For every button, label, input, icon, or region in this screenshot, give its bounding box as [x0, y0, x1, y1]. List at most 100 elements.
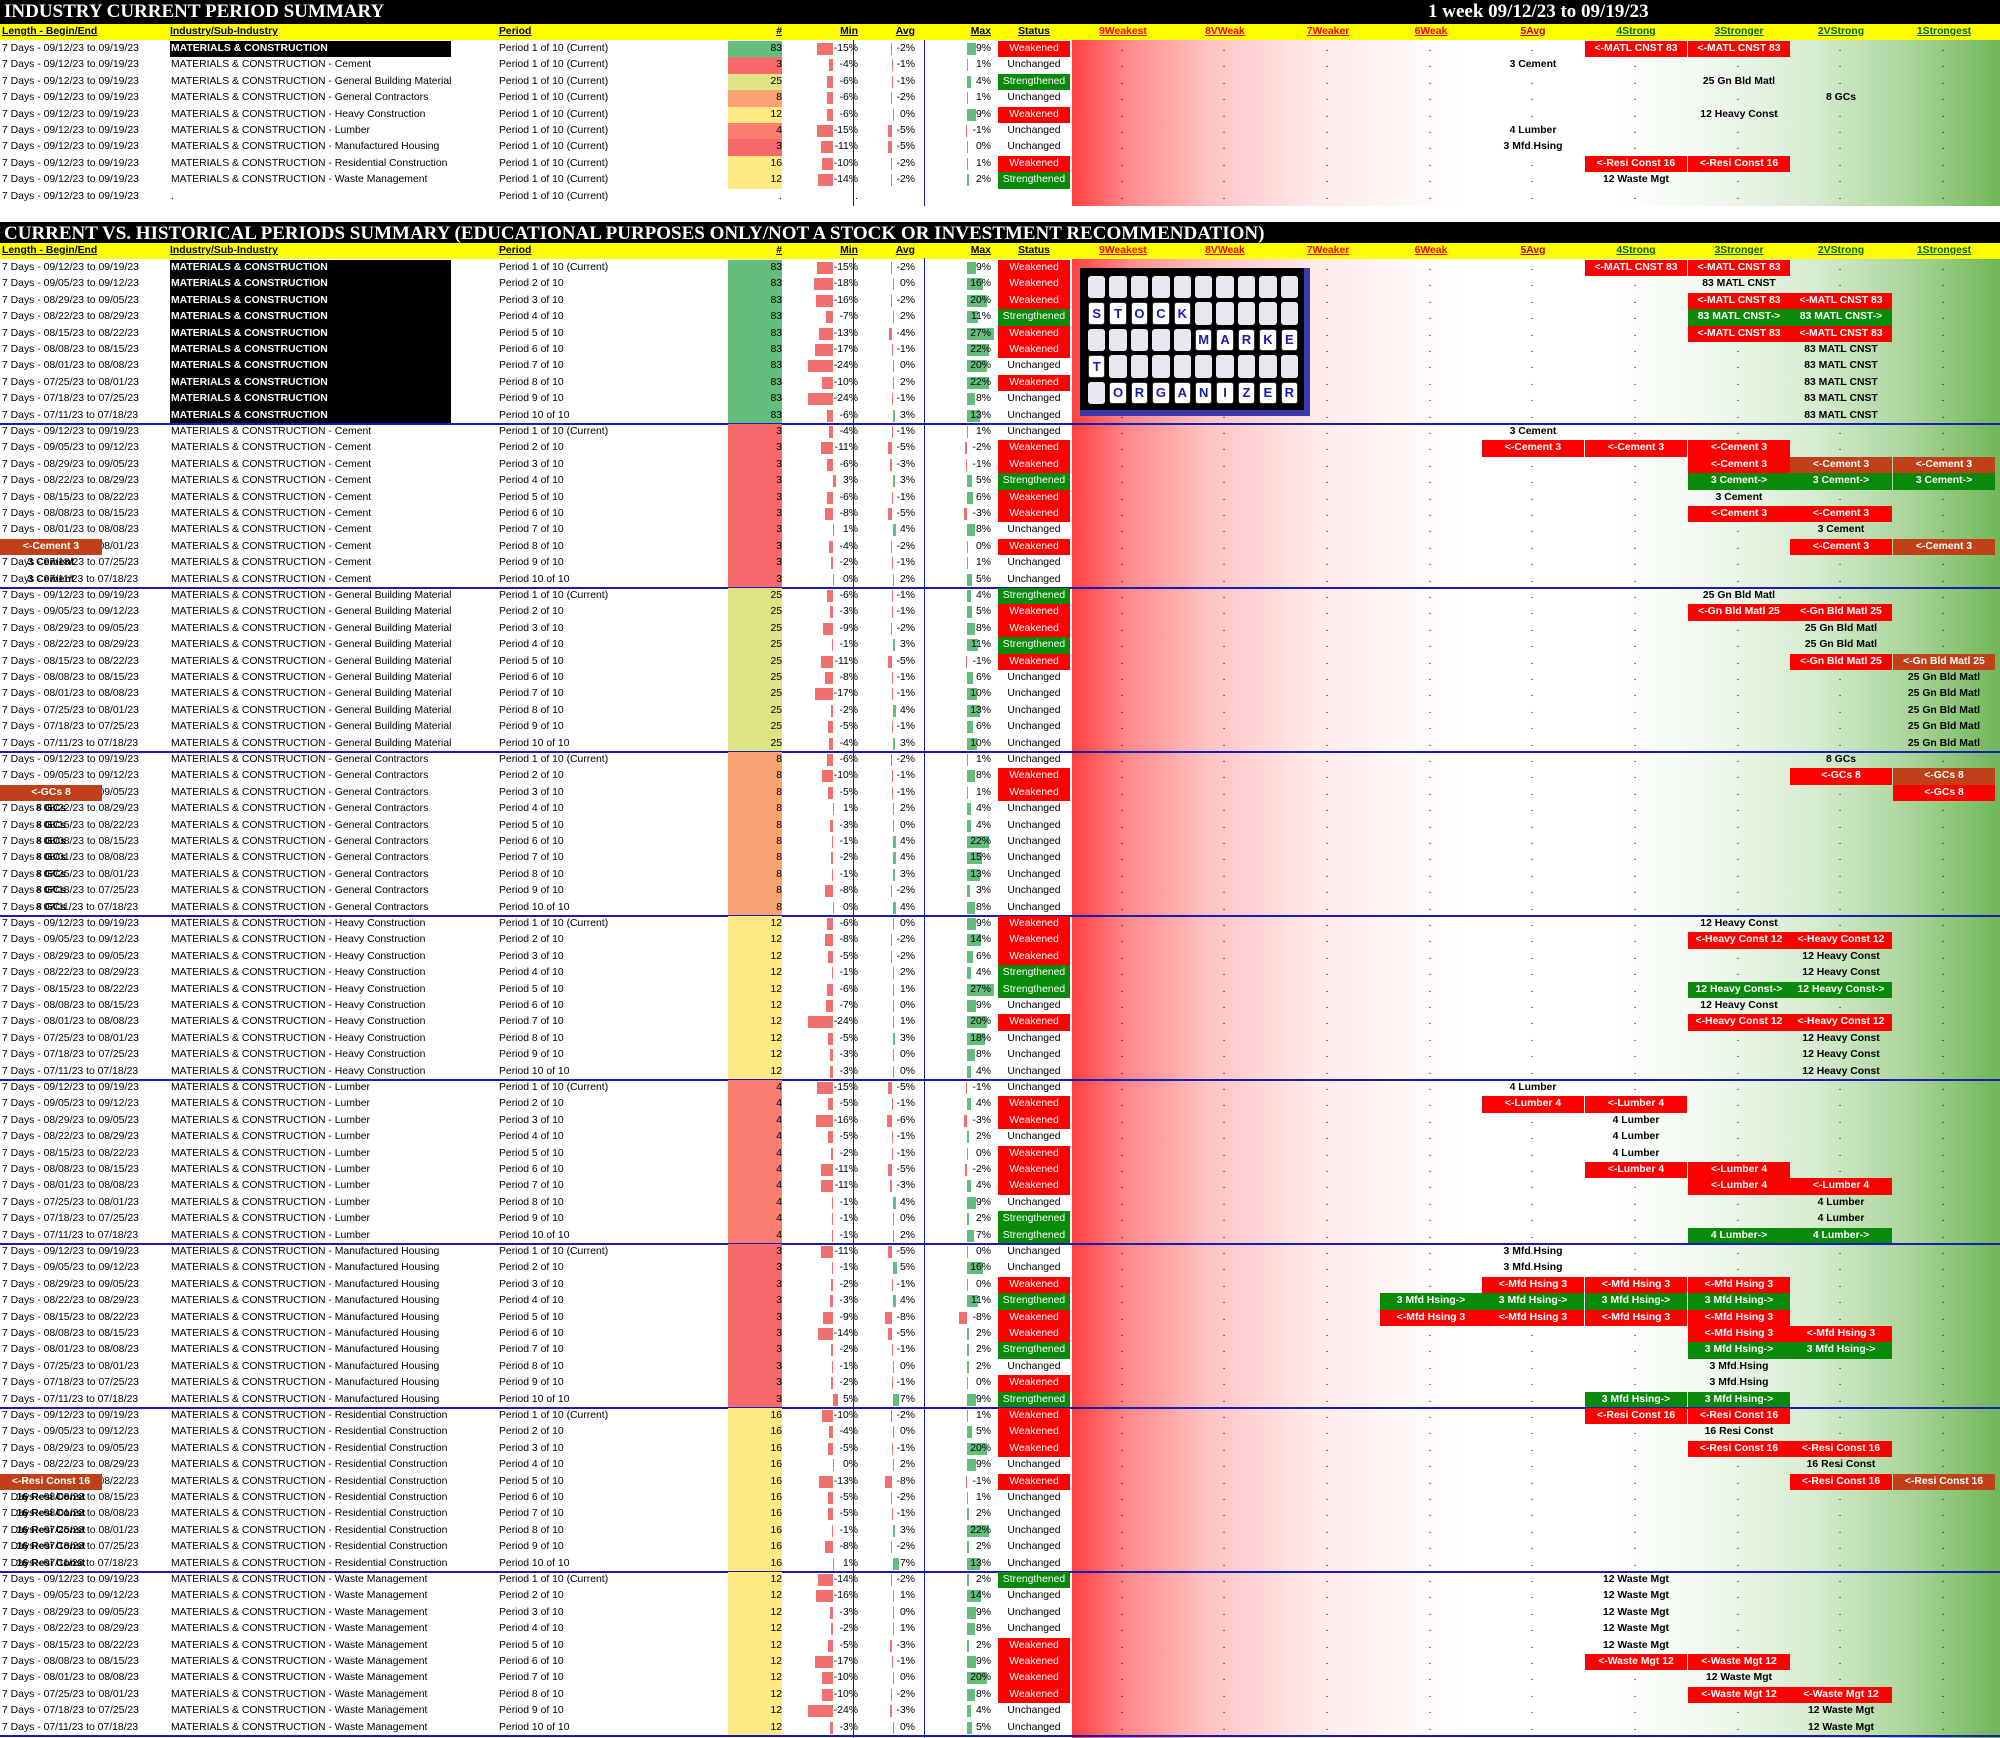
strength-position-label: 16 Resi Const: [16, 1557, 86, 1569]
placeholder-dot: .: [1325, 1164, 1329, 1175]
placeholder-dot: .: [1120, 704, 1124, 716]
period-label: Period 1 of 10 (Current): [499, 75, 609, 87]
column-guide-line: [853, 258, 854, 1738]
avg-bar: [890, 92, 893, 105]
max-bar: [965, 655, 967, 668]
placeholder-dot: .: [1222, 475, 1226, 487]
max-value: 5%: [975, 1721, 991, 1733]
max-value: 11%: [970, 639, 991, 651]
placeholder-dot: .: [1325, 1410, 1329, 1421]
min-value: -8%: [839, 672, 858, 683]
period-length: 7 Days - 08/08/23 to 08/15/23: [2, 344, 139, 355]
min-value: -1%: [839, 639, 858, 651]
avg-value: -1%: [896, 1098, 915, 1110]
period-length: 7 Days - 08/08/23 to 08/15/23: [2, 1656, 139, 1667]
placeholder-dot: .: [1736, 125, 1740, 136]
column-header: 6Weak: [1414, 26, 1448, 37]
logo-tile: [1173, 276, 1191, 299]
avg-value: 3%: [899, 1032, 915, 1044]
status-badge: Strengthened: [998, 1227, 1070, 1244]
placeholder-dot: .: [1633, 918, 1637, 929]
min-value: 0%: [842, 573, 858, 585]
logo-tile: [1088, 328, 1106, 352]
count-cell: 25: [728, 670, 782, 687]
placeholder-dot: .: [1941, 573, 1945, 585]
placeholder-dot: .: [1222, 967, 1226, 979]
placeholder-dot: .: [1736, 852, 1740, 864]
period-label: Period 1 of 10 (Current): [499, 754, 609, 765]
period-label: Period 6 of 10: [499, 1000, 564, 1011]
placeholder-dot: .: [1325, 721, 1329, 733]
avg-value: -5%: [896, 508, 915, 519]
placeholder-dot: .: [1838, 721, 1842, 733]
min-bar: [832, 1557, 834, 1570]
status-badge: Weakened: [998, 276, 1070, 293]
min-value: -11%: [834, 1180, 859, 1192]
period-label: Period 8 of 10: [499, 868, 564, 880]
placeholder-dot: .: [1222, 1656, 1226, 1667]
avg-value: -2%: [896, 294, 915, 306]
placeholder-dot: .: [1222, 1721, 1226, 1733]
period-length: 7 Days - 09/12/23 to 09/19/23: [2, 1082, 139, 1093]
min-bar: [832, 803, 834, 816]
max-value: 8%: [975, 1049, 991, 1061]
avg-bar: [891, 770, 893, 783]
min-bar: [827, 1508, 833, 1521]
placeholder-dot: .: [1633, 1541, 1637, 1553]
strength-position-label: 25 Gn Bld Matl: [1804, 622, 1878, 634]
avg-value: -5%: [896, 141, 915, 153]
placeholder-dot: .: [1941, 311, 1945, 323]
strength-position-label: 3 Mfd Hsing->: [1688, 1342, 1790, 1359]
strength-position-label: 4 Lumber: [1612, 1131, 1660, 1143]
period-label: Period 9 of 10: [499, 557, 564, 569]
avg-bar: [892, 1393, 899, 1406]
avg-value: 3%: [899, 475, 915, 487]
placeholder-dot: .: [1325, 754, 1329, 765]
strength-position-label: 12 Heavy Const->: [1688, 981, 1790, 998]
count-cell: 4: [728, 1145, 782, 1162]
placeholder-dot: .: [1941, 1262, 1945, 1274]
placeholder-dot: .: [1633, 836, 1637, 847]
period-label: Period 1 of 10 (Current): [499, 1574, 609, 1585]
placeholder-dot: .: [1736, 885, 1740, 897]
period-length: 7 Days - 08/15/23 to 08/22/23: [2, 327, 139, 339]
strength-position-label: 83 MATL CNST: [1804, 360, 1878, 372]
period-label: Period 10 of 10: [499, 1065, 570, 1077]
placeholder-dot: .: [1530, 190, 1534, 202]
min-value: -14%: [833, 174, 858, 186]
min-bar: [830, 1344, 833, 1357]
placeholder-dot: .: [1633, 606, 1637, 618]
column-guide-line: [924, 40, 925, 206]
placeholder-dot: .: [1736, 770, 1740, 782]
placeholder-dot: .: [1633, 1114, 1637, 1126]
placeholder-dot: .: [1428, 1688, 1432, 1700]
placeholder-dot: .: [1222, 442, 1226, 454]
placeholder-dot: .: [1941, 704, 1945, 716]
strength-position-label: <-Cement 3: [1688, 506, 1790, 523]
max-value: 0%: [975, 1377, 991, 1389]
period-label: Period 1 of 10 (Current): [499, 43, 609, 54]
placeholder-dot: .: [1120, 475, 1124, 487]
placeholder-dot: .: [1838, 1508, 1842, 1520]
placeholder-dot: .: [1633, 59, 1637, 71]
max-bar: [966, 475, 972, 488]
min-value: -11%: [834, 1164, 859, 1175]
max-bar: [966, 92, 968, 105]
strength-position-label: <-GCs 8: [1893, 784, 1995, 802]
logo-tile: G: [1152, 381, 1170, 404]
max-value: 9%: [975, 108, 991, 120]
min-bar: [829, 819, 833, 832]
period-label: Period 8 of 10: [499, 1688, 564, 1700]
strength-position-label: <-Heavy Const 12: [1790, 932, 1892, 949]
placeholder-dot: .: [1941, 157, 1945, 169]
avg-bar: [891, 59, 893, 72]
placeholder-dot: .: [1428, 491, 1432, 503]
strength-position-label: 8 GCs: [1825, 754, 1857, 765]
placeholder-dot: .: [1428, 1393, 1432, 1405]
placeholder-dot: .: [1222, 1164, 1226, 1175]
logo-tile: Z: [1237, 381, 1256, 404]
status-badge: Weakened: [998, 1112, 1070, 1130]
industry-name: MATERIALS & CONSTRUCTION - Lumber: [171, 1180, 370, 1192]
